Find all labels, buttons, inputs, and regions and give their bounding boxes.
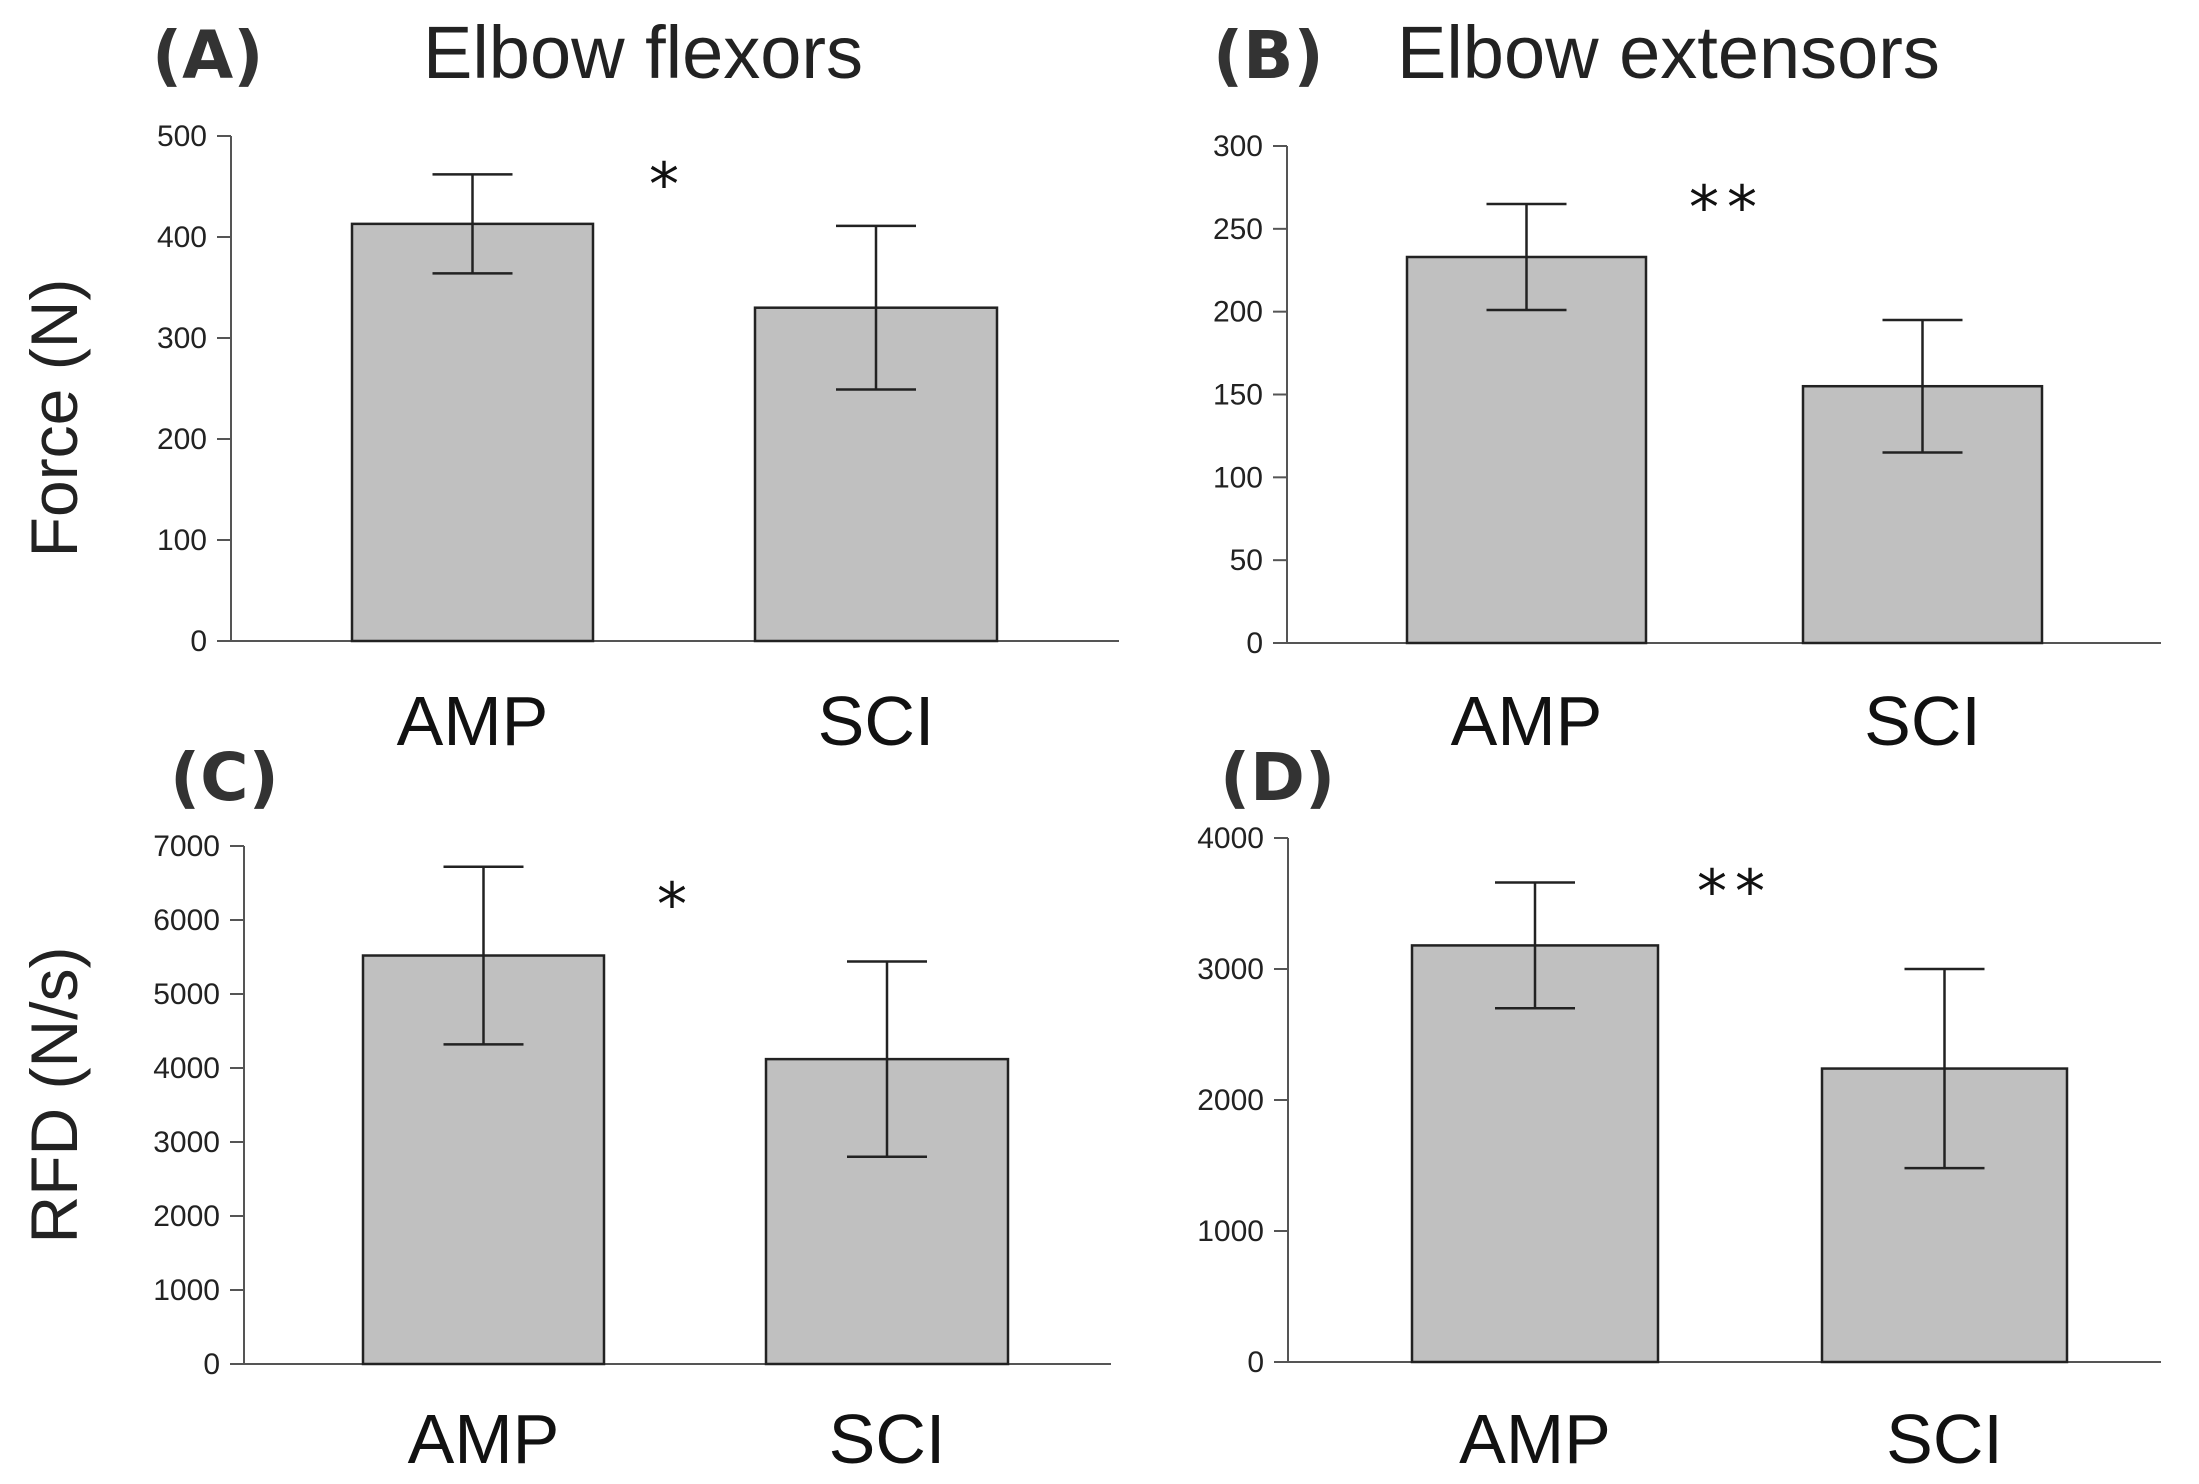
y-tick-label: 0 xyxy=(1247,1346,1264,1379)
panel-d: (D) 0 1000 2000 3000 4000 AMP SCI ** xyxy=(1197,739,2161,1478)
panel-letter: (D) xyxy=(1220,739,1335,816)
y-tick-label: 0 xyxy=(190,625,207,658)
y-tick-label: 3000 xyxy=(1197,953,1264,986)
y-tick-label: 300 xyxy=(157,322,207,355)
significance-marker: * xyxy=(657,870,695,940)
category-label-sci: SCI xyxy=(829,1400,946,1478)
y-tick-label: 0 xyxy=(1246,627,1263,660)
category-label-amp: AMP xyxy=(408,1400,560,1478)
y-tick-label: 50 xyxy=(1230,544,1263,577)
y-tick-label: 7000 xyxy=(153,830,220,863)
panel-letter: (B) xyxy=(1213,17,1324,94)
y-tick-label: 1000 xyxy=(153,1274,220,1307)
category-label-amp: AMP xyxy=(1459,1400,1611,1478)
y-tick-label: 4000 xyxy=(1197,822,1264,855)
y-tick-label: 500 xyxy=(157,120,207,153)
category-label-sci: SCI xyxy=(1886,1400,2003,1478)
y-tick-label: 400 xyxy=(157,221,207,254)
panel-b: (B) Elbow extensors 0 50 100 150 200 250 300 AMP S… xyxy=(1213,11,2161,760)
y-tick-label: 200 xyxy=(1213,296,1263,329)
y-tick-label: 100 xyxy=(157,524,207,557)
significance-marker: ** xyxy=(1697,857,1773,927)
category-label-sci: SCI xyxy=(818,682,935,760)
significance-marker: ** xyxy=(1689,173,1765,243)
y-axis-title-force: Force (N) xyxy=(17,279,91,558)
category-label-sci: SCI xyxy=(1864,682,1981,760)
y-tick-label: 6000 xyxy=(153,904,220,937)
y-tick-label: 200 xyxy=(157,423,207,456)
y-tick-label: 3000 xyxy=(153,1126,220,1159)
y-tick-label: 2000 xyxy=(1197,1084,1264,1117)
panel-letter: (A) xyxy=(152,17,263,94)
y-tick-label: 0 xyxy=(203,1348,220,1381)
category-label-amp: AMP xyxy=(397,682,549,760)
bar-amp xyxy=(350,222,595,643)
y-tick-label: 250 xyxy=(1213,213,1263,246)
y-tick-label: 2000 xyxy=(153,1200,220,1233)
y-tick-label: 4000 xyxy=(153,1052,220,1085)
panel-title: Elbow extensors xyxy=(1397,11,1940,94)
significance-marker: * xyxy=(649,150,687,220)
y-tick-label: 5000 xyxy=(153,978,220,1011)
y-tick-label: 100 xyxy=(1213,461,1263,494)
category-label-amp: AMP xyxy=(1451,682,1603,760)
panel-a: (A) Elbow flexors 0 100 200 300 400 500 AMP SCI * xyxy=(152,11,1119,760)
y-tick-label: 300 xyxy=(1213,130,1263,163)
panel-letter: (C) xyxy=(170,739,279,816)
y-tick-label: 150 xyxy=(1213,379,1263,412)
bar-amp xyxy=(1405,255,1648,645)
panel-title: Elbow flexors xyxy=(423,11,863,94)
y-tick-label: 1000 xyxy=(1197,1215,1264,1248)
bar-amp xyxy=(1410,944,1660,1364)
panel-c: (C) 0 1000 2000 3000 4000 5000 6000 7000 AMP SCI * xyxy=(153,739,1111,1478)
y-axis-title-rfd: RFD (N/s) xyxy=(17,947,91,1244)
